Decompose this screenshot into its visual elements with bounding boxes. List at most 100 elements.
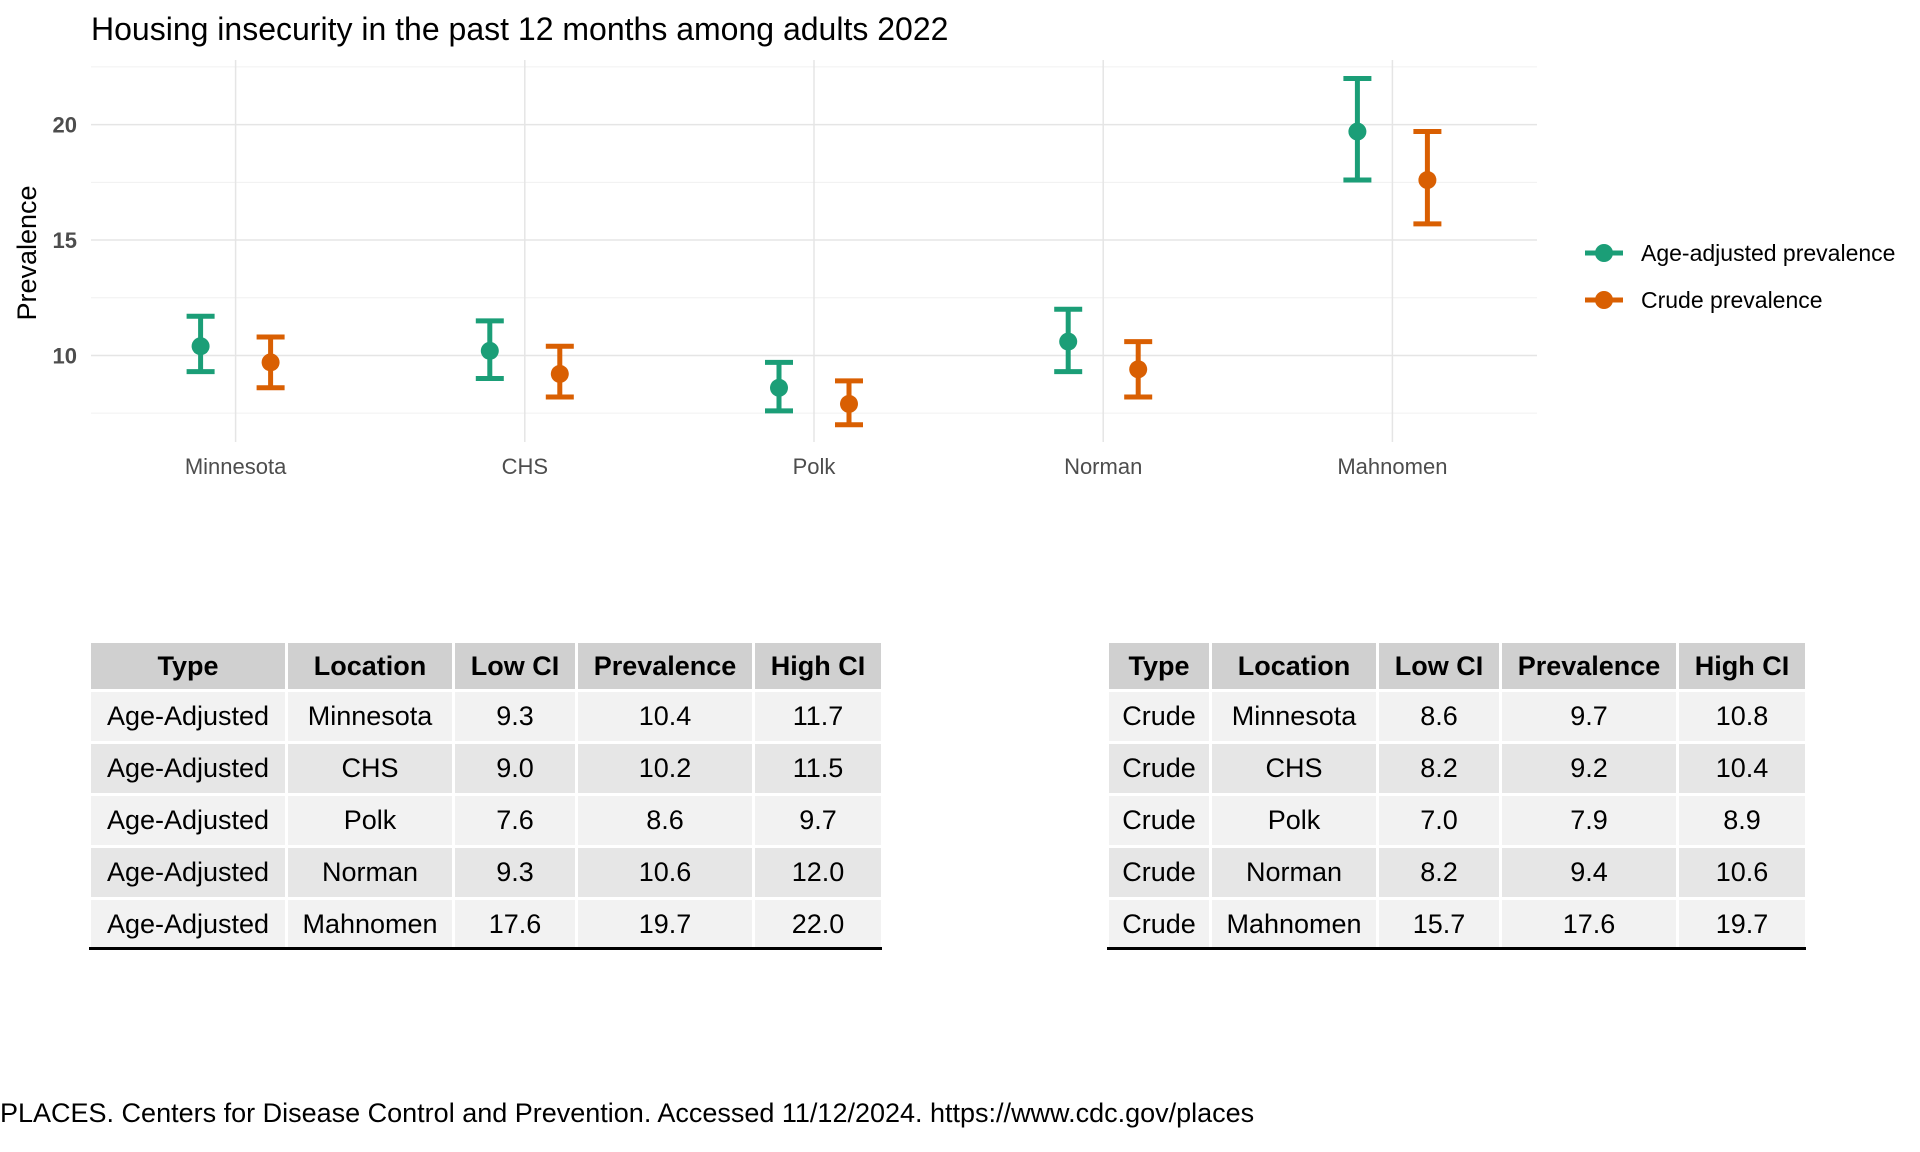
legend-swatch-point (1595, 291, 1613, 309)
y-axis-title: Prevalence (12, 185, 42, 320)
data-point (770, 378, 788, 397)
cell-high-ci: 10.8 (1679, 692, 1805, 741)
cell-low-ci: 8.6 (1379, 692, 1499, 741)
table-header-row: Type Location Low CI Prevalence High CI (91, 643, 881, 689)
cell-high-ci: 22.0 (755, 900, 881, 949)
legend-swatch-point (1595, 244, 1613, 262)
cell-location: Mahnomen (288, 900, 452, 949)
errorbar-chart: Housing insecurity in the past 12 months… (12, 11, 1895, 479)
cell-type: Age-Adjusted (91, 848, 285, 897)
cell-location: Minnesota (1212, 692, 1376, 741)
cell-low-ci: 7.6 (455, 796, 575, 845)
table-row: Age-Adjusted Minnesota 9.3 10.4 11.7 (91, 692, 881, 741)
header-prevalence: Prevalence (578, 643, 752, 689)
legend-entry-0: Age-adjusted prevalence (1585, 240, 1895, 266)
cell-type: Crude (1109, 692, 1209, 741)
x-tick-label: Polk (793, 454, 837, 479)
header-low-ci: Low CI (1379, 643, 1499, 689)
cell-low-ci: 17.6 (455, 900, 575, 949)
cell-type: Age-Adjusted (91, 796, 285, 845)
table-row: Crude Norman 8.2 9.4 10.6 (1109, 848, 1805, 897)
errorbar-1-4 (1413, 129, 1442, 227)
y-tick-label: 20 (53, 113, 77, 138)
header-location: Location (288, 643, 452, 689)
x-tick-label: CHS (502, 454, 548, 479)
table-row: Crude Mahnomen 15.7 17.6 19.7 (1109, 900, 1805, 949)
errorbar-0-1 (475, 318, 504, 382)
header-prevalence: Prevalence (1502, 643, 1676, 689)
cell-type: Crude (1109, 848, 1209, 897)
cell-prevalence: 10.6 (578, 848, 752, 897)
errorbar-0-2 (765, 359, 793, 414)
cell-high-ci: 11.7 (755, 692, 881, 741)
cell-high-ci: 10.6 (1679, 848, 1805, 897)
chart-title: Housing insecurity in the past 12 months… (91, 11, 948, 47)
cell-location: Mahnomen (1212, 900, 1376, 949)
cell-prevalence: 8.6 (578, 796, 752, 845)
header-low-ci: Low CI (455, 643, 575, 689)
errorbar-0-4 (1343, 75, 1372, 183)
cell-prevalence: 7.9 (1502, 796, 1676, 845)
cell-low-ci: 9.0 (455, 744, 575, 793)
cell-location: CHS (1212, 744, 1376, 793)
errorbar-1-3 (1124, 339, 1153, 400)
legend-label: Age-adjusted prevalence (1641, 240, 1895, 266)
data-point (1059, 332, 1078, 351)
cell-location: Norman (288, 848, 452, 897)
table-header-row: Type Location Low CI Prevalence High CI (1109, 643, 1805, 689)
table-row: Age-Adjusted CHS 9.0 10.2 11.5 (91, 744, 881, 793)
cell-high-ci: 12.0 (755, 848, 881, 897)
x-tick-label: Mahnomen (1337, 454, 1447, 479)
cell-location: Minnesota (288, 692, 452, 741)
header-type: Type (1109, 643, 1209, 689)
header-type: Type (91, 643, 285, 689)
source-caption: PLACES. Centers for Disease Control and … (0, 1098, 1255, 1128)
crude-table: Type Location Low CI Prevalence High CI … (1106, 640, 1808, 952)
y-tick-label: 10 (53, 343, 77, 368)
cell-location: Polk (288, 796, 452, 845)
cell-low-ci: 9.3 (455, 692, 575, 741)
cell-prevalence: 17.6 (1502, 900, 1676, 949)
cell-type: Age-Adjusted (91, 692, 285, 741)
table-bottom-rule (1107, 947, 1806, 950)
cell-low-ci: 15.7 (1379, 900, 1499, 949)
cell-low-ci: 9.3 (455, 848, 575, 897)
errorbar-1-0 (256, 334, 285, 391)
x-tick-label: Norman (1064, 454, 1142, 479)
cell-location: Norman (1212, 848, 1376, 897)
data-point (480, 341, 499, 360)
y-tick-label: 15 (53, 228, 77, 253)
x-tick-label: Minnesota (185, 454, 287, 479)
cell-prevalence: 9.4 (1502, 848, 1676, 897)
cell-high-ci: 8.9 (1679, 796, 1805, 845)
errorbar-0-3 (1054, 306, 1083, 375)
cell-low-ci: 8.2 (1379, 848, 1499, 897)
data-point (1129, 360, 1148, 379)
header-high-ci: High CI (755, 643, 881, 689)
errorbar-0-0 (186, 313, 215, 375)
cell-prevalence: 9.2 (1502, 744, 1676, 793)
data-point (1418, 171, 1437, 190)
data-point (840, 394, 858, 413)
errorbar-1-2 (835, 378, 863, 428)
cell-prevalence: 10.4 (578, 692, 752, 741)
data-point (261, 353, 280, 372)
table-row: Age-Adjusted Polk 7.6 8.6 9.7 (91, 796, 881, 845)
cell-low-ci: 8.2 (1379, 744, 1499, 793)
age-adjusted-table: Type Location Low CI Prevalence High CI … (88, 640, 884, 952)
cell-low-ci: 7.0 (1379, 796, 1499, 845)
cell-type: Crude (1109, 796, 1209, 845)
table-row: Crude CHS 8.2 9.2 10.4 (1109, 744, 1805, 793)
table-bottom-rule (89, 947, 882, 950)
cell-prevalence: 19.7 (578, 900, 752, 949)
cell-high-ci: 19.7 (1679, 900, 1805, 949)
cell-prevalence: 9.7 (1502, 692, 1676, 741)
cell-prevalence: 10.2 (578, 744, 752, 793)
header-location: Location (1212, 643, 1376, 689)
data-point (1348, 122, 1367, 141)
data-point (550, 364, 569, 383)
table-row: Crude Polk 7.0 7.9 8.9 (1109, 796, 1805, 845)
cell-type: Age-Adjusted (91, 744, 285, 793)
legend-label: Crude prevalence (1641, 287, 1823, 313)
errorbar-1-1 (545, 343, 574, 400)
